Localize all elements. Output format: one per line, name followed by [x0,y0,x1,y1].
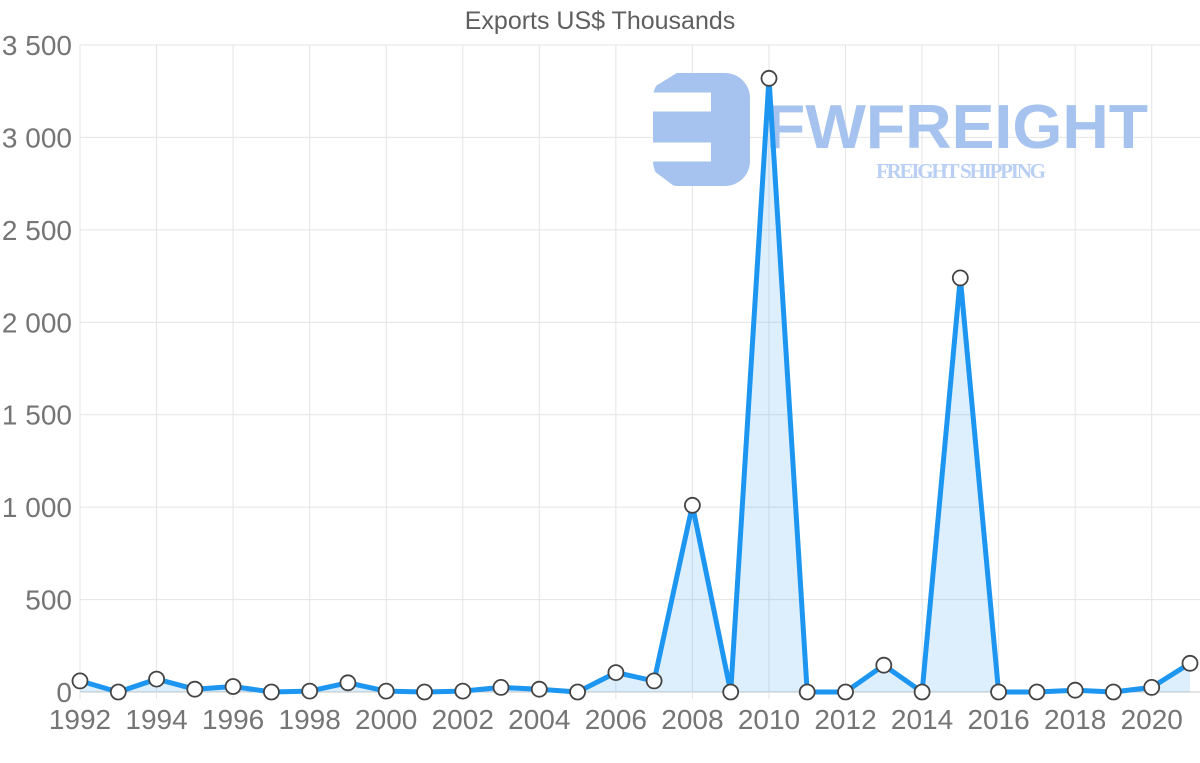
logo-corner-cut [646,165,682,192]
logo-notch [640,92,711,112]
data-point-marker [71,672,89,690]
y-axis-tick-label: 500 [25,585,72,616]
logo-corner-cut [646,71,680,92]
data-point-marker [377,682,395,700]
data-point-marker [109,683,127,701]
data-point-marker [262,683,280,701]
y-axis-tick-label: 1 500 [2,400,72,431]
data-point-marker [1028,683,1046,701]
data-point-marker [339,674,357,692]
data-point-marker [530,680,548,698]
data-point-marker [1143,679,1161,696]
x-axis-tick-label: 2016 [967,704,1029,735]
data-point-marker [722,683,740,701]
y-axis-tick-label: 1 000 [2,492,72,523]
data-point-marker [224,678,242,695]
y-axis-tick-label: 0 [56,677,72,708]
data-point-marker [569,683,586,701]
data-point-marker [990,683,1007,701]
data-point-marker [875,656,893,674]
x-axis-tick-label: 2000 [355,704,417,735]
logo-notch [640,142,711,162]
x-axis-tick-label: 2014 [891,704,953,735]
data-point-marker [1066,681,1084,699]
x-axis-tick-label: 1996 [202,704,264,735]
watermark-brand-text: FWFREIGHT [766,93,1148,162]
x-axis-tick-label: 2006 [585,704,647,735]
data-point-marker [951,269,969,287]
y-axis-tick-label: 2 000 [2,307,72,338]
data-point-marker [492,679,510,696]
watermark-tagline-text: FREIGHT SHIPPING [876,159,1046,183]
data-point-marker [186,680,204,698]
x-axis-tick-label: 1998 [279,704,341,735]
x-axis-tick-label: 2020 [1121,704,1183,735]
data-point-marker [837,683,854,701]
x-axis-tick-label: 2010 [738,704,800,735]
data-point-marker [301,682,319,700]
fwfreight-logo-icon [653,73,750,186]
data-point-marker [913,683,931,701]
data-point-marker [645,672,663,690]
x-axis-tick-label: 1994 [125,704,187,735]
x-axis-tick-label: 2008 [661,704,723,735]
data-point-marker [1181,654,1199,672]
data-point-marker [607,664,625,681]
data-point-marker [1105,683,1122,701]
data-point-marker [684,496,701,514]
x-axis-tick-label: 2002 [432,704,494,735]
data-point-marker [148,670,166,688]
y-axis-tick-label: 3 500 [2,30,72,61]
y-axis-tick-label: 2 500 [2,215,72,246]
chart-title: Exports US$ Thousands [464,7,736,35]
data-point-marker [798,683,816,701]
x-axis-tick-label: 1992 [49,704,111,735]
data-point-marker [454,682,472,700]
x-axis-tick-label: 2004 [508,704,570,735]
x-axis-tick-label: 2012 [814,704,876,735]
data-point-marker [416,683,433,701]
x-axis-tick-label: 2018 [1044,704,1106,735]
data-point-marker [760,69,778,87]
y-axis-tick-label: 3 000 [2,122,72,153]
